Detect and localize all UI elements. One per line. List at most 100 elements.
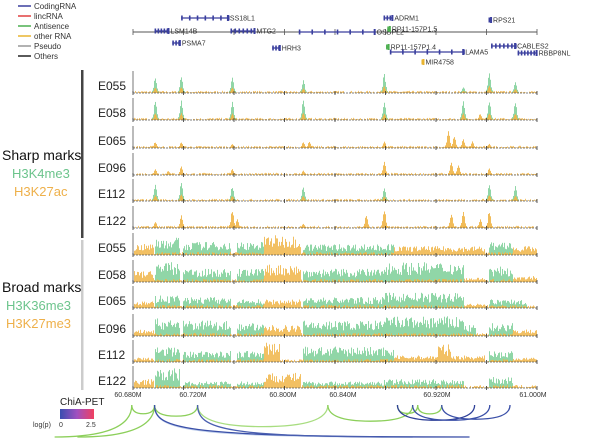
signal-bar bbox=[250, 280, 251, 282]
signal-bar bbox=[329, 305, 330, 308]
signal-bar bbox=[208, 248, 209, 255]
signal-bar bbox=[532, 226, 533, 228]
signal-bar bbox=[410, 145, 411, 148]
signal-bar bbox=[405, 91, 406, 93]
signal-bar bbox=[305, 300, 306, 308]
signal-bar bbox=[342, 250, 343, 255]
signal-bar bbox=[217, 91, 218, 93]
signal-bar bbox=[178, 119, 179, 120]
gene-adrm1[interactable]: ADRM1 bbox=[383, 15, 419, 23]
signal-bar bbox=[169, 199, 170, 201]
signal-bar bbox=[235, 306, 236, 308]
gene-osbpl2[interactable]: OSBPL2 bbox=[298, 29, 404, 37]
signal-bar bbox=[511, 173, 512, 175]
signal-bar bbox=[172, 226, 173, 228]
signal-bar bbox=[156, 223, 157, 228]
signal-bar bbox=[205, 280, 206, 282]
signal-bar bbox=[386, 199, 387, 201]
signal-bar bbox=[470, 146, 471, 148]
signal-bar bbox=[185, 249, 186, 255]
signal-bar bbox=[286, 241, 287, 255]
signal-bar bbox=[367, 219, 368, 228]
signal-bar bbox=[155, 333, 156, 336]
signal-bar bbox=[233, 171, 234, 175]
signal-bar bbox=[186, 227, 187, 228]
signal-bar bbox=[487, 117, 488, 120]
signal-bar bbox=[179, 305, 180, 308]
signal-bar bbox=[256, 252, 257, 255]
signal-bar bbox=[467, 304, 468, 308]
signal-bar bbox=[491, 223, 492, 228]
signal-bar bbox=[189, 174, 190, 175]
signal-bar bbox=[233, 145, 234, 148]
signal-bar bbox=[214, 252, 215, 255]
gene-lsm14b[interactable]: LSM14B bbox=[154, 28, 198, 36]
gene-rp11-157p1.4[interactable]: RP11-157P1.4 bbox=[386, 44, 436, 52]
gene-hrh3[interactable]: HRH3 bbox=[272, 45, 301, 53]
signal-bar bbox=[493, 242, 494, 255]
gene-mtg2[interactable]: MTG2 bbox=[230, 28, 276, 36]
signal-bar bbox=[389, 253, 390, 255]
signal-bar bbox=[231, 196, 232, 201]
gene-mir4758[interactable]: MIR4758 bbox=[421, 59, 454, 67]
signal-bar bbox=[498, 226, 499, 228]
signal-bar bbox=[166, 253, 167, 255]
signal-bar bbox=[244, 253, 245, 255]
signal-bar bbox=[246, 173, 247, 175]
signal-bar bbox=[451, 162, 452, 175]
gene-exon bbox=[238, 28, 241, 34]
signal-bar bbox=[458, 226, 459, 228]
signal-bar bbox=[286, 91, 287, 93]
signal-bar bbox=[453, 118, 454, 120]
signal-bar bbox=[438, 248, 439, 255]
signal-bar bbox=[265, 301, 266, 308]
signal-bar bbox=[321, 92, 322, 93]
signal-bar bbox=[191, 248, 192, 255]
signal-bar bbox=[170, 306, 171, 308]
signal-bar bbox=[317, 227, 318, 228]
gene-rps21[interactable]: RPS21 bbox=[488, 17, 516, 25]
signal-bar bbox=[322, 281, 323, 282]
signal-bar bbox=[161, 226, 162, 228]
signal-bar bbox=[459, 199, 460, 201]
signal-bar bbox=[154, 223, 155, 228]
signal-bar bbox=[370, 91, 371, 93]
signal-bar bbox=[438, 92, 439, 93]
signal-bar bbox=[408, 297, 409, 308]
signal-bar bbox=[510, 119, 511, 120]
signal-bar bbox=[263, 246, 264, 255]
signal-bar bbox=[141, 146, 142, 148]
signal-bar bbox=[200, 305, 201, 308]
gene-cables2[interactable]: CABLES2 bbox=[491, 43, 549, 51]
signal-bar bbox=[421, 307, 422, 308]
signal-bar bbox=[472, 199, 473, 201]
signal-bar bbox=[188, 306, 189, 308]
signal-bar bbox=[148, 331, 149, 336]
signal-bar bbox=[156, 324, 157, 336]
signal-bar bbox=[394, 172, 395, 175]
signal-bar bbox=[273, 270, 274, 282]
signal-bar bbox=[431, 293, 432, 308]
signal-bar bbox=[318, 246, 319, 255]
gene-lama5[interactable]: LAMA5 bbox=[389, 49, 488, 57]
gene-rp11-157p1.5[interactable]: RP11-157P1.5 bbox=[387, 26, 437, 34]
signal-bar bbox=[176, 118, 177, 120]
signal-bar bbox=[319, 270, 320, 282]
signal-bar bbox=[338, 271, 339, 282]
signal-bar bbox=[276, 301, 277, 308]
signal-bar bbox=[446, 302, 447, 308]
gene-psma7[interactable]: PSMA7 bbox=[172, 40, 206, 48]
signal-bar bbox=[179, 270, 180, 282]
signal-bar bbox=[284, 300, 285, 308]
signal-bar bbox=[148, 303, 149, 308]
signal-bar bbox=[217, 118, 218, 120]
signal-bar bbox=[361, 245, 362, 255]
signal-bar bbox=[295, 173, 296, 175]
signal-bar bbox=[490, 279, 491, 282]
signal-bar bbox=[147, 332, 148, 336]
signal-bar bbox=[334, 199, 335, 201]
gene-rbbp8nl[interactable]: RBBP8NL bbox=[517, 50, 571, 58]
signal-bar bbox=[178, 147, 179, 148]
gene-ss18l1[interactable]: SS18L1 bbox=[181, 15, 255, 23]
signal-bar bbox=[323, 227, 324, 228]
